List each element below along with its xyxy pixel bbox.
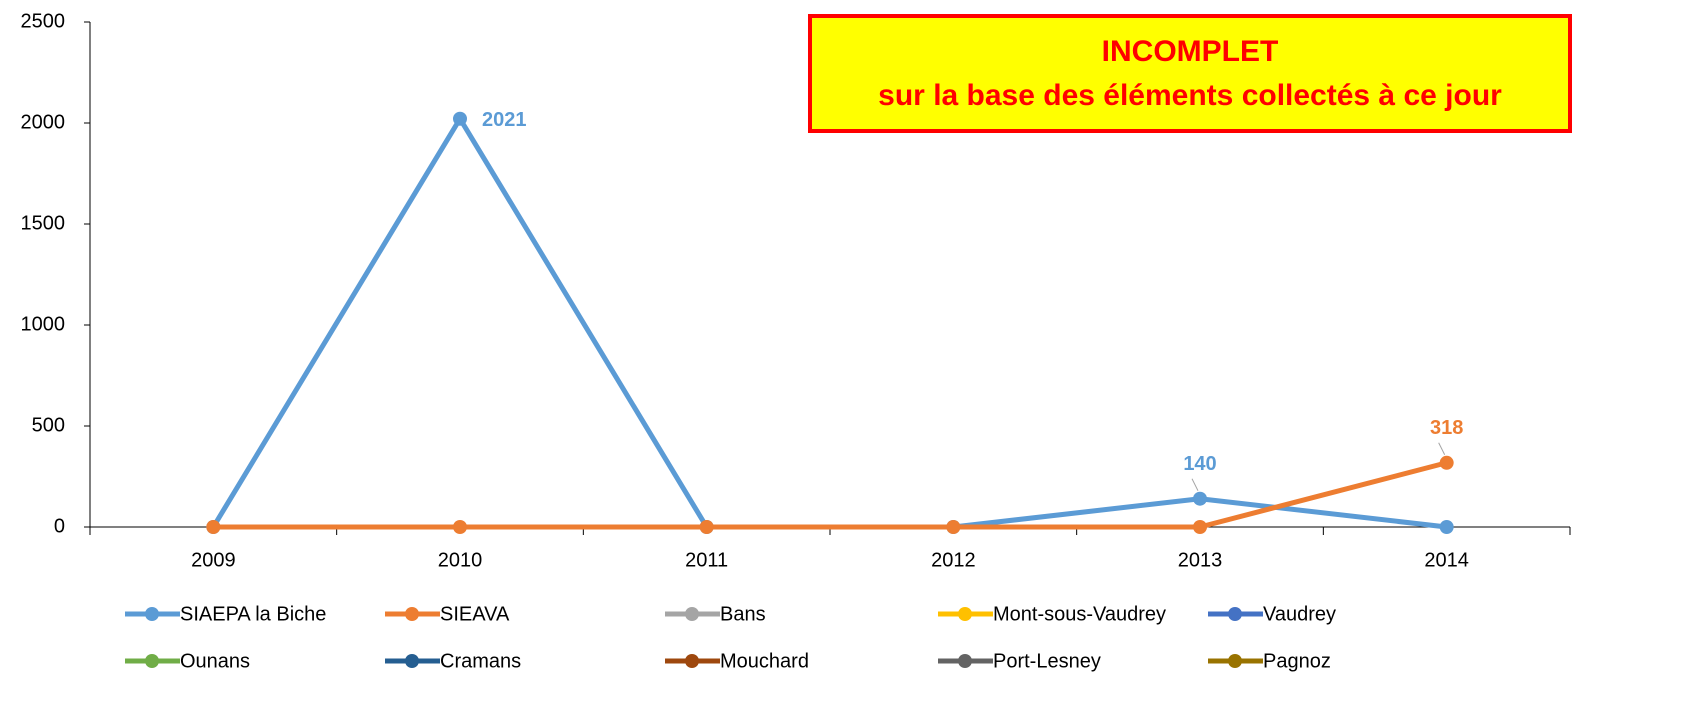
legend-marker xyxy=(958,654,972,668)
y-tick-label: 1500 xyxy=(21,212,66,234)
leader-line xyxy=(1191,478,1199,491)
annotation: INCOMPLET xyxy=(1102,35,1279,68)
legend-label: Mont-sous-Vaudrey xyxy=(993,603,1166,625)
x-tick-label: 2014 xyxy=(1424,549,1469,571)
legend-marker xyxy=(1228,654,1242,668)
legend-label: Port-Lesney xyxy=(993,650,1101,672)
y-tick-label: 0 xyxy=(54,515,65,537)
x-tick-label: 2011 xyxy=(685,549,728,571)
legend-marker xyxy=(405,654,419,668)
series-line xyxy=(213,460,1448,530)
marker xyxy=(1193,491,1207,506)
legend-label: Pagnoz xyxy=(1263,650,1331,672)
legend-label: Bans xyxy=(720,603,766,625)
legend-label: SIEAVA xyxy=(440,603,510,625)
marker xyxy=(453,111,467,126)
marker xyxy=(1439,520,1454,534)
annotation-box xyxy=(808,14,1572,133)
legend-label: Mouchard xyxy=(720,650,809,672)
y-tick-label: 1000 xyxy=(21,313,66,335)
legend-marker xyxy=(685,607,699,621)
legend-marker xyxy=(685,654,699,668)
leader-line xyxy=(1438,442,1446,455)
y-tick-label: 2000 xyxy=(21,111,66,133)
legend-marker xyxy=(145,654,159,668)
legend-label: Cramans xyxy=(440,650,521,672)
x-tick-label: 2010 xyxy=(438,549,483,571)
marker xyxy=(699,520,714,534)
legend-marker xyxy=(958,607,972,621)
marker xyxy=(1439,455,1454,470)
legend-label: SIAEPA la Biche xyxy=(180,603,326,625)
legend-marker xyxy=(145,607,159,621)
x-tick-label: 2013 xyxy=(1178,549,1223,571)
legend-label: Ounans xyxy=(180,650,250,672)
marker xyxy=(206,520,221,534)
marker xyxy=(946,520,961,534)
legend-marker xyxy=(1228,607,1242,621)
legend-label: Vaudrey xyxy=(1263,603,1336,625)
marker xyxy=(453,520,467,534)
data-label: 318 xyxy=(1430,417,1463,439)
x-tick-label: 2012 xyxy=(931,549,976,571)
data-label: 2021 xyxy=(482,109,527,131)
marker xyxy=(1193,520,1207,534)
y-tick-label: 500 xyxy=(32,414,65,436)
annotation: sur la base des éléments collectés à ce … xyxy=(878,79,1502,112)
legend-marker xyxy=(405,607,419,621)
x-tick-label: 2009 xyxy=(191,549,236,571)
series-line xyxy=(211,116,1447,530)
data-label: 140 xyxy=(1183,453,1216,475)
y-tick-label: 2500 xyxy=(21,10,66,32)
